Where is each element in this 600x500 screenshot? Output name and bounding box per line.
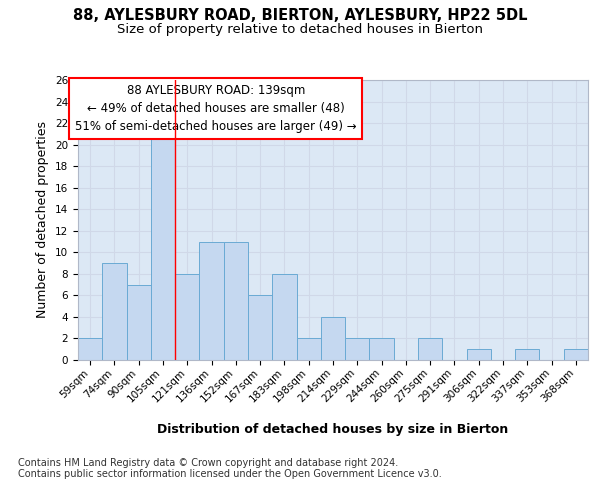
Text: 88 AYLESBURY ROAD: 139sqm
← 49% of detached houses are smaller (48)
51% of semi-: 88 AYLESBURY ROAD: 139sqm ← 49% of detac… (75, 84, 356, 133)
Bar (467, 349, 491, 360)
Bar (272, 274, 296, 360)
Bar (296, 338, 321, 360)
Bar (78, 338, 102, 360)
Bar (175, 274, 199, 360)
Bar (564, 349, 588, 360)
Bar (370, 338, 394, 360)
Bar (224, 242, 248, 360)
Text: Distribution of detached houses by size in Bierton: Distribution of detached houses by size … (157, 422, 509, 436)
Bar (151, 123, 175, 360)
Bar (321, 317, 345, 360)
Bar (127, 284, 151, 360)
Bar (418, 338, 442, 360)
Text: 88, AYLESBURY ROAD, BIERTON, AYLESBURY, HP22 5DL: 88, AYLESBURY ROAD, BIERTON, AYLESBURY, … (73, 8, 527, 22)
Bar (248, 296, 272, 360)
Text: Size of property relative to detached houses in Bierton: Size of property relative to detached ho… (117, 22, 483, 36)
Text: Contains HM Land Registry data © Crown copyright and database right 2024.
Contai: Contains HM Land Registry data © Crown c… (18, 458, 442, 479)
Y-axis label: Number of detached properties: Number of detached properties (37, 122, 49, 318)
Bar (345, 338, 370, 360)
Bar (199, 242, 224, 360)
Bar (515, 349, 539, 360)
Bar (102, 263, 127, 360)
